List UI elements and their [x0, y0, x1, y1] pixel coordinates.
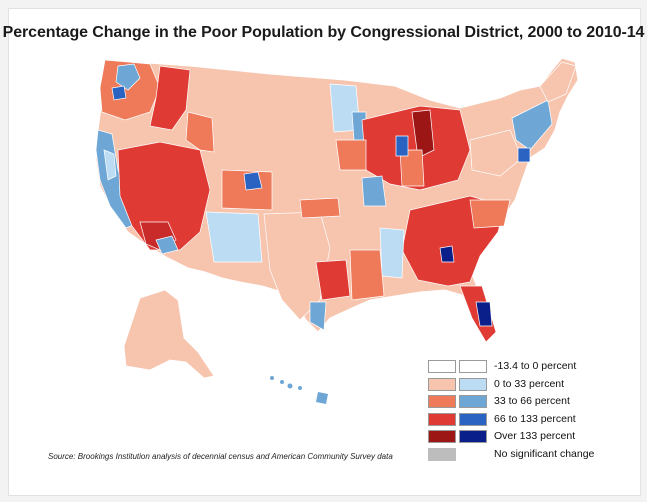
- source-note: Source: Brookings Institution analysis o…: [48, 452, 393, 461]
- legend-label: 33 to 66 percent: [494, 395, 570, 407]
- legend-swatch-increase: [428, 430, 456, 443]
- region-utah-red: [185, 111, 215, 153]
- legend-swatch-increase: [428, 360, 456, 373]
- region-michigan-dark: [411, 109, 435, 159]
- legend-label: 66 to 133 percent: [494, 412, 576, 425]
- region-nyc-blue: [517, 147, 531, 163]
- region-indiana-orange: [399, 149, 425, 187]
- region-idaho-red: [149, 65, 191, 131]
- region-carolina-orange: [469, 199, 511, 229]
- legend-swatch-increase: [428, 377, 456, 391]
- region-louisiana-orange: [349, 249, 385, 301]
- region-northeast-light: [539, 61, 577, 103]
- region-new-mexico: [205, 211, 263, 263]
- region-socal-blue: [155, 235, 179, 255]
- alaska: [123, 289, 215, 379]
- legend-swatch-decrease: [459, 377, 487, 391]
- region-new-england-blue: [511, 99, 553, 151]
- region-chicago-blue: [395, 135, 409, 157]
- legend-label: Over 133 percent: [494, 430, 576, 442]
- region-seattle-blue: [115, 63, 141, 91]
- legend-swatch-increase: [428, 412, 456, 426]
- legend-swatch-decrease: [459, 360, 487, 373]
- legend-label: -13.4 to 0 percent: [494, 360, 577, 372]
- region-kansas-red: [299, 197, 341, 219]
- region-missouri-blue: [361, 175, 387, 207]
- legend-swatch-decrease: [459, 395, 487, 408]
- region-denver-blue: [243, 171, 263, 191]
- region-florida-dark: [475, 301, 493, 327]
- region-dallas-red: [315, 259, 351, 301]
- region-midwest-red: [361, 105, 471, 191]
- legend-swatch-increase: [428, 395, 456, 408]
- legend-label: 0 to 33 percent: [494, 377, 565, 390]
- region-atlanta-dark: [439, 245, 455, 263]
- region-portland-dark: [111, 85, 127, 101]
- region-pennsylvania: [469, 129, 523, 177]
- region-houston-blue: [309, 301, 327, 331]
- legend-swatch-increase: [428, 447, 456, 461]
- region-northwest-red: [99, 59, 161, 121]
- region-california-light: [103, 149, 117, 181]
- legend-swatch-decrease: [459, 412, 487, 426]
- map-title: Percentage Change in the Poor Population…: [2, 24, 645, 41]
- region-south-light: [379, 227, 405, 279]
- legend-swatch-decrease: [459, 430, 487, 443]
- region-iowa-light: [335, 139, 367, 171]
- hawaii: [270, 376, 328, 404]
- legend-label: No significant change: [494, 447, 595, 460]
